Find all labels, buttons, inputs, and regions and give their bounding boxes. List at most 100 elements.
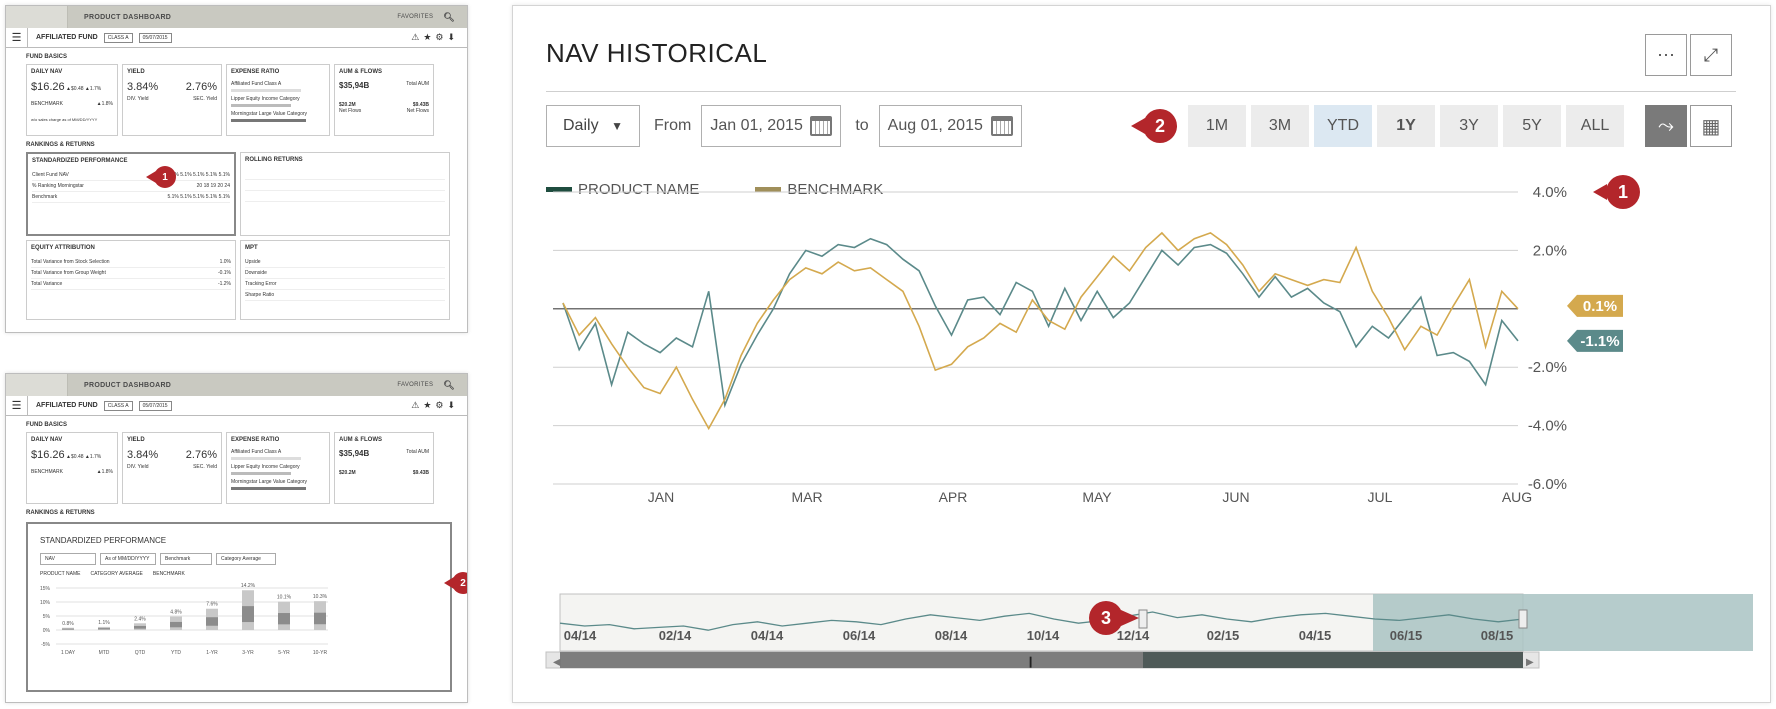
navigator-tick-label: 04/14 xyxy=(564,628,597,643)
y-tick-label: 4.0% xyxy=(1533,184,1567,201)
rolling-label: ROLLING RETURNS xyxy=(245,157,303,163)
x-tick-label: AUG xyxy=(1502,489,1532,505)
x-tick-label: JUL xyxy=(1368,489,1393,505)
mini-bar-segment xyxy=(278,613,290,625)
from-date-value: Jan 01, 2015 xyxy=(710,117,803,134)
range-all-button[interactable]: ALL xyxy=(1566,105,1624,147)
navigator-right-handle xyxy=(1518,609,1528,629)
mini-x-label: QTD xyxy=(135,650,146,656)
hamburger-menu-icon[interactable]: ☰ xyxy=(6,395,28,416)
range-5y-button[interactable]: 5Y xyxy=(1503,105,1561,147)
y-tick-label: -4.0% xyxy=(1528,418,1567,435)
range-1m-button[interactable]: 1M xyxy=(1188,105,1246,147)
x-tick-label: MAR xyxy=(791,489,822,505)
line-chart-view-icon[interactable]: ⤳ xyxy=(1645,105,1687,147)
mini-y-label: 5% xyxy=(43,614,51,620)
mini-bar-segment xyxy=(62,628,74,630)
standardized-performance-expanded: STANDARDIZED PERFORMANCE NAV As of MM/DD… xyxy=(26,522,452,692)
aum-flows-card: AUM & FLOWS $35,94B Total AUM $20.2M $9.43… xyxy=(334,432,434,504)
annotation-badge-1 xyxy=(1606,175,1640,209)
favorites-link[interactable]: FAVORITES xyxy=(397,14,434,20)
annotation-badge-1-pointer xyxy=(1593,184,1607,200)
series-line-benchmark xyxy=(562,231,1519,431)
mini-x-label: 1 DAY xyxy=(61,650,76,656)
equity-attribution-box[interactable]: EQUITY ATTRIBUTION Total Variance from S… xyxy=(26,240,236,320)
navigator-tick-label: 04/15 xyxy=(1299,628,1332,643)
filter-select[interactable]: Category Average xyxy=(216,553,276,565)
benchmark-end-label: 0.1% xyxy=(1583,298,1617,315)
standardized-performance-box[interactable]: STANDARDIZED PERFORMANCE Client Fund NAV… xyxy=(26,152,236,236)
nav-note: w/o sales charge as of MM/DD/YYYY xyxy=(31,117,98,122)
from-date-field[interactable]: Jan 01, 2015 xyxy=(701,105,842,147)
expense-row-1: Affiliated Fund Class A xyxy=(231,81,282,87)
fund-basics-heading: FUND BASICS xyxy=(26,422,68,428)
yield-label: YIELD xyxy=(127,69,145,75)
daily-nav-card: DAILY NAV $16.26 ▲$0.48 ▲1.7% BENCHMARK ▲… xyxy=(26,432,118,504)
mpt-box[interactable]: MPT Upside Downside Tracking Error Sharp… xyxy=(240,240,450,320)
filter-select[interactable]: NAV xyxy=(40,553,96,565)
nav-line-chart: 4.0% 2.0% -2.0% -4.0% -6.0% JAN MAR APR MAY JUN JU… xyxy=(545,175,1753,669)
annotation-badge-3-label: 3 xyxy=(1101,608,1111,628)
toolbar-icons[interactable]: ⚠★⚙⬇ xyxy=(411,32,459,42)
equity-row: Total Variance from Stock Selection 1.0% xyxy=(31,257,231,268)
dashboard-thumbnail-bottom: PRODUCT DASHBOARD FAVORITES 🔍︎ ☰ AFFILIA… xyxy=(5,373,468,703)
range-selector: 1M 3M YTD 1Y 3Y 5Y ALL xyxy=(1188,105,1629,147)
fund-name: AFFILIATED FUND xyxy=(36,402,98,409)
sec-yield-label: SEC. Yield xyxy=(193,96,217,102)
frequency-select[interactable]: Daily ▼ xyxy=(546,105,640,147)
date-select[interactable]: 05/07/2015 xyxy=(138,400,172,411)
mini-value-label: 7.6% xyxy=(206,602,218,608)
range-1y-button[interactable]: 1Y xyxy=(1377,105,1435,147)
navigator-background xyxy=(559,593,1524,652)
perf-row: Benchmark 5.1% 5.1% 5.1% 5.1% 5.1% xyxy=(32,192,230,203)
hamburger-menu-icon[interactable]: ☰ xyxy=(6,27,28,48)
range-3m-button[interactable]: 3M xyxy=(1251,105,1309,147)
toolbar-icons[interactable]: ⚠★⚙⬇ xyxy=(411,400,459,410)
benchmark-end-flag xyxy=(1567,294,1623,317)
favorites-link[interactable]: FAVORITES xyxy=(397,382,434,388)
expense-ratio-card: EXPENSE RATIO Affiliated Fund Class A Li… xyxy=(226,64,330,136)
daily-nav-card: DAILY NAV $16.26 ▲$0.48 ▲1.7% BENCHMARK ▲… xyxy=(26,64,118,136)
daily-nav-value: $16.26 xyxy=(31,81,65,93)
to-date-field[interactable]: Aug 01, 2015 xyxy=(878,105,1022,147)
more-options-button[interactable]: ⋯ xyxy=(1645,34,1687,76)
collapse-button[interactable]: ⤢ xyxy=(1690,34,1732,76)
mini-value-label: 0.8% xyxy=(62,621,74,627)
search-icon[interactable]: 🔍︎ xyxy=(443,379,455,390)
mini-performance-chart: 15% 10% 5% 0% -5% 0.8% 1 DAY 1.1% MTD 2.4% QTD 4.8%… xyxy=(40,583,328,656)
mini-bar-segment xyxy=(134,625,146,629)
annotation-badge-2-thumb: 2 xyxy=(444,572,467,594)
date-select[interactable]: 05/07/2015 xyxy=(138,32,172,43)
y-tick-label: -6.0% xyxy=(1528,476,1567,493)
scroll-right-arrow-icon: ▶ xyxy=(1526,657,1534,668)
range-ytd-button[interactable]: YTD xyxy=(1314,105,1372,147)
table-view-icon[interactable]: ▦ xyxy=(1690,105,1732,147)
mini-bar-segment xyxy=(242,606,254,623)
mini-y-label: 10% xyxy=(40,600,51,606)
legend-category: CATEGORY AVERAGE xyxy=(90,571,143,577)
expense-row-2: Lipper Equity Income Category xyxy=(231,96,300,102)
class-select[interactable]: CLASS A xyxy=(103,400,133,411)
navigator-tick-label: 06/15 xyxy=(1390,628,1423,643)
perf-row: Client Fund NAV 5.1% 5.1% 5.1% 5.1% 5.1% xyxy=(32,170,230,181)
search-icon[interactable]: 🔍︎ xyxy=(443,11,455,22)
range-3y-button[interactable]: 3Y xyxy=(1440,105,1498,147)
fund-name: AFFILIATED FUND xyxy=(36,34,98,41)
navigator-tick-label: 08/14 xyxy=(935,628,968,643)
mini-value-label: 10.3% xyxy=(313,594,328,600)
filter-select[interactable]: As of MM/DD/YYYY xyxy=(100,553,156,565)
std-perf-title: STANDARDIZED PERFORMANCE xyxy=(40,536,167,545)
rolling-returns-box[interactable]: ROLLING RETURNS xyxy=(240,152,450,236)
mini-x-label: 3-YR xyxy=(242,650,254,656)
class-select[interactable]: CLASS A xyxy=(103,32,133,43)
x-tick-label: APR xyxy=(939,489,968,505)
calendar-icon[interactable] xyxy=(810,116,833,136)
nav-historical-panel: NAV HISTORICAL ⋯ ⤢ Daily ▼ From Jan 01, … xyxy=(512,5,1771,703)
filter-select[interactable]: Benchmark xyxy=(160,553,212,565)
legend-swatch-product xyxy=(546,187,572,192)
mini-value-label: 2.4% xyxy=(134,616,146,622)
annotation-badge-2: 2 xyxy=(1131,109,1177,143)
navigator-selection xyxy=(1373,594,1753,651)
calendar-icon[interactable] xyxy=(990,116,1013,136)
filter-row: NAV As of MM/DD/YYYY Benchmark Category … xyxy=(40,553,450,565)
